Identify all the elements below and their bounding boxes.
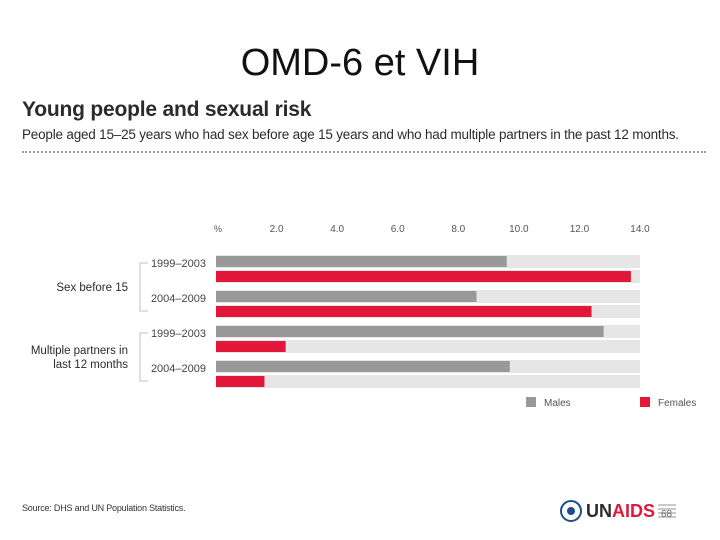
page-number: 68 <box>661 509 673 520</box>
bar-females <box>216 376 265 387</box>
x-tick-label: 4.0 <box>330 224 344 235</box>
bar-track <box>216 375 640 388</box>
group-label: Sex before 15 <box>56 282 128 294</box>
bar-females <box>216 341 286 352</box>
x-tick-label: 8.0 <box>451 224 465 235</box>
bar-males <box>216 256 507 267</box>
bar-track <box>216 340 640 353</box>
x-tick-label: 6.0 <box>391 224 405 235</box>
source-note: Source: DHS and UN Population Statistics… <box>22 503 186 513</box>
group-label: Multiple partners in <box>31 345 128 357</box>
chart-title: Young people and sexual risk <box>22 98 312 121</box>
bar-males <box>216 326 604 337</box>
bar-females <box>216 306 592 317</box>
legend-label: Females <box>658 398 696 409</box>
group-label: last 12 months <box>53 359 128 371</box>
unaids-logo: UNAIDS <box>560 497 710 525</box>
un-emblem-icon <box>560 500 582 522</box>
period-label: 2004–2009 <box>151 293 206 305</box>
x-tick-label: 10.0 <box>509 224 529 235</box>
period-label: 1999–2003 <box>151 258 206 270</box>
chart-subtitle: People aged 15–25 years who had sex befo… <box>22 127 679 142</box>
x-tick-label: 12.0 <box>570 224 590 235</box>
bar-males <box>216 291 477 302</box>
x-axis-unit-label: % <box>214 224 222 234</box>
group-bracket <box>139 332 148 382</box>
unaids-wordmark: UNAIDS <box>586 501 655 522</box>
group-bracket <box>139 262 148 312</box>
x-tick-label: 14.0 <box>630 224 650 235</box>
logo-text-aids: AIDS <box>612 500 656 521</box>
x-tick-label: 2.0 <box>270 224 284 235</box>
legend-swatch <box>526 397 536 407</box>
period-label: 2004–2009 <box>151 363 206 375</box>
bar-males <box>216 361 510 372</box>
bar-females <box>216 271 631 282</box>
logo-text-un: UN <box>586 500 612 521</box>
divider-rule <box>22 151 706 153</box>
logo-fineprint <box>658 503 677 519</box>
legend-swatch <box>640 397 650 407</box>
legend-label: Males <box>544 398 571 409</box>
slide-title: OMD-6 et VIH <box>240 42 480 84</box>
period-label: 1999–2003 <box>151 328 206 340</box>
